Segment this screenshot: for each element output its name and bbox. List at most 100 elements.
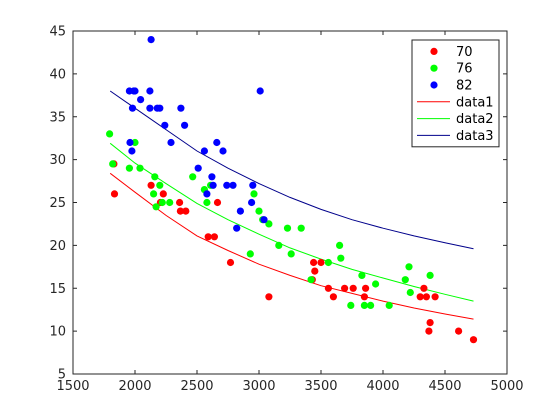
- legend-label-82: 82: [456, 79, 473, 94]
- point-series-70: [420, 284, 428, 292]
- point-series-70: [265, 293, 273, 301]
- point-series-76: [151, 173, 159, 181]
- point-series-70: [362, 284, 370, 292]
- point-series-76: [131, 138, 139, 147]
- point-series-82: [229, 181, 237, 189]
- y-tick-label: 40: [49, 67, 66, 82]
- point-series-82: [128, 147, 136, 155]
- point-series-82: [167, 138, 175, 147]
- legend-marker-82: [430, 81, 438, 89]
- x-tick-label: 4000: [366, 379, 399, 394]
- point-series-70: [416, 293, 424, 301]
- point-series-70: [324, 284, 332, 292]
- x-tick-label: 2000: [118, 379, 151, 394]
- fit-line-data3: [109, 90, 474, 250]
- point-series-70: [147, 181, 155, 189]
- point-series-82: [128, 104, 137, 112]
- legend-label-70: 70: [456, 45, 473, 60]
- y-tick-label: 45: [49, 25, 66, 40]
- point-series-70: [110, 190, 119, 198]
- point-series-76: [255, 207, 263, 215]
- x-tick-label: 3500: [304, 379, 337, 394]
- point-series-82: [126, 138, 134, 147]
- point-series-70: [329, 293, 337, 301]
- point-series-76: [337, 254, 345, 262]
- legend-label-data2: data2: [456, 112, 494, 127]
- y-tick-label: 5: [58, 368, 66, 383]
- point-series-76: [156, 181, 164, 189]
- point-series-76: [275, 241, 283, 249]
- y-tick-label: 20: [49, 239, 66, 254]
- point-series-76: [406, 288, 414, 297]
- point-series-70: [341, 284, 349, 292]
- y-tick-label: 35: [49, 110, 66, 125]
- point-series-76: [360, 301, 368, 309]
- point-series-76: [136, 164, 144, 172]
- point-series-82: [223, 181, 231, 189]
- y-tick-label: 10: [49, 325, 66, 340]
- point-series-76: [152, 203, 160, 211]
- point-series-82: [208, 173, 216, 181]
- point-series-82: [177, 104, 185, 112]
- point-series-82: [233, 224, 241, 232]
- point-series-76: [385, 301, 393, 309]
- point-series-82: [147, 36, 155, 44]
- data-points: [106, 36, 478, 344]
- point-series-76: [166, 198, 174, 207]
- point-series-76: [367, 301, 375, 309]
- legend-label-76: 76: [456, 62, 473, 77]
- point-series-82: [203, 190, 211, 198]
- point-series-76: [125, 164, 133, 172]
- point-series-76: [203, 198, 211, 207]
- point-series-76: [106, 130, 114, 138]
- y-tick-label: 30: [49, 153, 66, 168]
- point-series-76: [246, 250, 254, 258]
- point-series-76: [109, 160, 117, 168]
- point-series-76: [283, 224, 292, 232]
- y-axis: 5 10 15 20 25 30 35 40 45: [49, 25, 507, 383]
- fit-curves: [109, 90, 474, 320]
- point-series-76: [265, 220, 273, 228]
- point-series-82: [181, 121, 189, 129]
- x-tick-label: 5000: [490, 379, 523, 394]
- y-tick-label: 25: [49, 196, 66, 211]
- x-axis: 1500 2000 2500 3000 3500 4000 4500 5000: [56, 31, 524, 394]
- legend-box: [411, 39, 500, 148]
- point-series-76: [189, 173, 197, 181]
- point-series-76: [307, 276, 315, 284]
- point-series-82: [249, 181, 257, 189]
- point-series-70: [422, 293, 430, 301]
- point-series-76: [401, 276, 409, 284]
- point-series-76: [336, 241, 344, 249]
- point-series-70: [176, 207, 184, 215]
- point-series-82: [146, 87, 154, 95]
- point-series-70: [431, 293, 439, 301]
- point-series-82: [161, 121, 169, 129]
- point-series-70: [455, 327, 463, 335]
- legend-label-data3: data3: [456, 129, 494, 144]
- fit-line-data1: [109, 172, 474, 320]
- point-series-76: [358, 271, 366, 279]
- point-series-76: [372, 280, 380, 288]
- point-series-82: [260, 216, 268, 224]
- point-series-70: [311, 267, 319, 275]
- point-series-82: [194, 164, 202, 172]
- fit-line-data2: [109, 142, 474, 302]
- point-series-76: [324, 258, 332, 267]
- x-tick-label: 1500: [56, 379, 89, 394]
- point-series-82: [131, 87, 139, 95]
- point-series-70: [426, 319, 434, 327]
- point-series-82: [236, 207, 244, 215]
- legend-marker-76: [430, 64, 438, 72]
- x-tick-label: 3000: [242, 379, 275, 394]
- point-series-70: [176, 198, 184, 207]
- point-series-70: [210, 233, 218, 241]
- point-series-82: [248, 198, 256, 207]
- point-series-82: [146, 104, 154, 112]
- point-series-70: [159, 190, 167, 198]
- point-series-82: [219, 147, 227, 155]
- point-series-70: [425, 327, 433, 335]
- point-series-82: [200, 147, 208, 155]
